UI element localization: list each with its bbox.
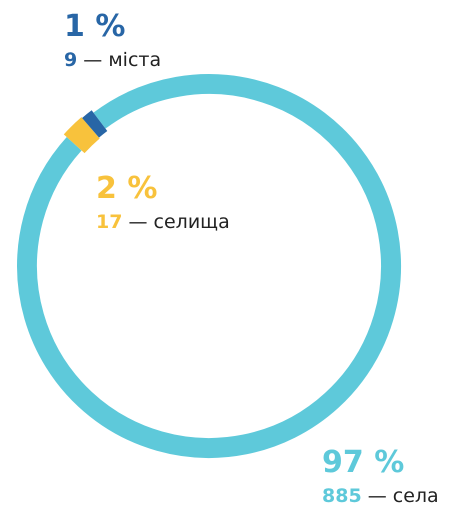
category-name: міста [108, 49, 161, 71]
count-label: 9 — міста [64, 49, 161, 71]
donut-segment [17, 74, 401, 458]
donut-segment [82, 110, 108, 138]
count-label: 885 — села [322, 485, 439, 507]
category-name: села [393, 485, 439, 507]
percent-label: 2 % [96, 171, 157, 206]
separator: — [368, 485, 387, 507]
count: 885 [322, 485, 362, 507]
count: 9 [64, 49, 77, 71]
separator: — [83, 49, 102, 71]
percent-label: 97 % [322, 445, 404, 480]
donut-segment [63, 117, 100, 154]
category-name: селища [154, 211, 230, 233]
count-label: 17 — селища [96, 211, 230, 233]
count: 17 [96, 211, 122, 233]
separator: — [129, 211, 148, 233]
percent-label: 1 % [64, 9, 125, 44]
